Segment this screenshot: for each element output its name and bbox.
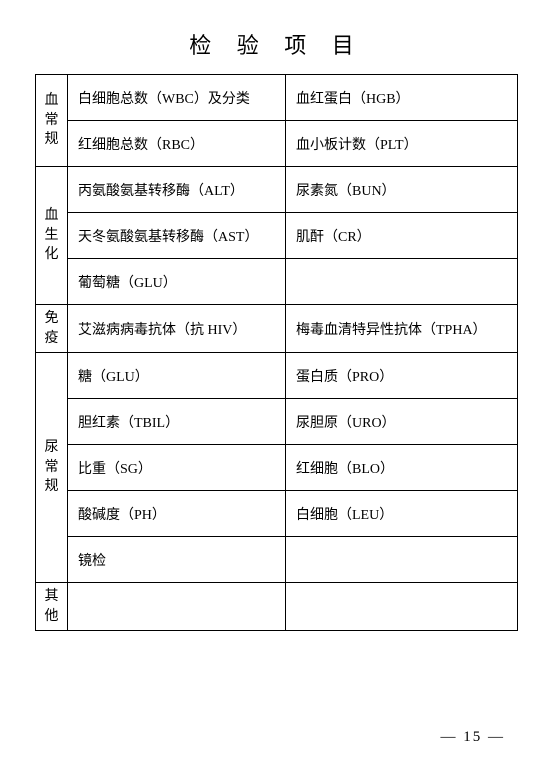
item-cell [286, 259, 518, 305]
table-row: 比重（SG） 红细胞（BLO） [36, 445, 518, 491]
item-cell: 蛋白质（PRO） [286, 353, 518, 399]
item-cell: 红细胞总数（RBC） [68, 121, 286, 167]
category-label: 尿常规 [38, 438, 65, 497]
item-cell: 比重（SG） [68, 445, 286, 491]
category-label: 其他 [38, 587, 65, 626]
table-row: 酸碱度（PH） 白细胞（LEU） [36, 491, 518, 537]
table-row: 其他 [36, 583, 518, 631]
item-cell: 葡萄糖（GLU） [68, 259, 286, 305]
table-row: 红细胞总数（RBC） 血小板计数（PLT） [36, 121, 518, 167]
item-cell: 胆红素（TBIL） [68, 399, 286, 445]
table-row: 胆红素（TBIL） 尿胆原（URO） [36, 399, 518, 445]
table-row: 镜检 [36, 537, 518, 583]
page: 检 验 项 目 血常规 白细胞总数（WBC）及分类 血红蛋白（HGB） 红细胞总… [0, 0, 553, 764]
page-title: 检 验 项 目 [35, 28, 518, 60]
category-label: 血常规 [38, 91, 65, 150]
item-cell: 艾滋病病毒抗体（抗 HIV） [68, 305, 286, 353]
item-cell: 血小板计数（PLT） [286, 121, 518, 167]
category-cell-immune: 免疫 [36, 305, 68, 353]
item-cell: 梅毒血清特异性抗体（TPHA） [286, 305, 518, 353]
table-row: 天冬氨酸氨基转移酶（AST） 肌酐（CR） [36, 213, 518, 259]
category-cell-blood-biochem: 血生化 [36, 167, 68, 305]
item-cell: 尿素氮（BUN） [286, 167, 518, 213]
table-row: 血生化 丙氨酸氨基转移酶（ALT） 尿素氮（BUN） [36, 167, 518, 213]
item-cell: 血红蛋白（HGB） [286, 75, 518, 121]
item-cell: 肌酐（CR） [286, 213, 518, 259]
category-cell-urine: 尿常规 [36, 353, 68, 583]
table-row: 尿常规 糖（GLU） 蛋白质（PRO） [36, 353, 518, 399]
category-label: 血生化 [38, 206, 65, 265]
category-cell-other: 其他 [36, 583, 68, 631]
table-row: 免疫 艾滋病病毒抗体（抗 HIV） 梅毒血清特异性抗体（TPHA） [36, 305, 518, 353]
exam-table: 血常规 白细胞总数（WBC）及分类 血红蛋白（HGB） 红细胞总数（RBC） 血… [35, 74, 518, 631]
table-row: 葡萄糖（GLU） [36, 259, 518, 305]
item-cell: 天冬氨酸氨基转移酶（AST） [68, 213, 286, 259]
item-cell: 镜检 [68, 537, 286, 583]
category-label: 免疫 [38, 309, 65, 348]
item-cell [286, 537, 518, 583]
item-cell: 白细胞（LEU） [286, 491, 518, 537]
item-cell [286, 583, 518, 631]
item-cell: 酸碱度（PH） [68, 491, 286, 537]
item-cell: 尿胆原（URO） [286, 399, 518, 445]
item-cell: 丙氨酸氨基转移酶（ALT） [68, 167, 286, 213]
item-cell: 红细胞（BLO） [286, 445, 518, 491]
table-row: 血常规 白细胞总数（WBC）及分类 血红蛋白（HGB） [36, 75, 518, 121]
item-cell: 糖（GLU） [68, 353, 286, 399]
page-number: — 15 — [441, 729, 506, 746]
item-cell: 白细胞总数（WBC）及分类 [68, 75, 286, 121]
category-cell-blood-routine: 血常规 [36, 75, 68, 167]
item-cell [68, 583, 286, 631]
